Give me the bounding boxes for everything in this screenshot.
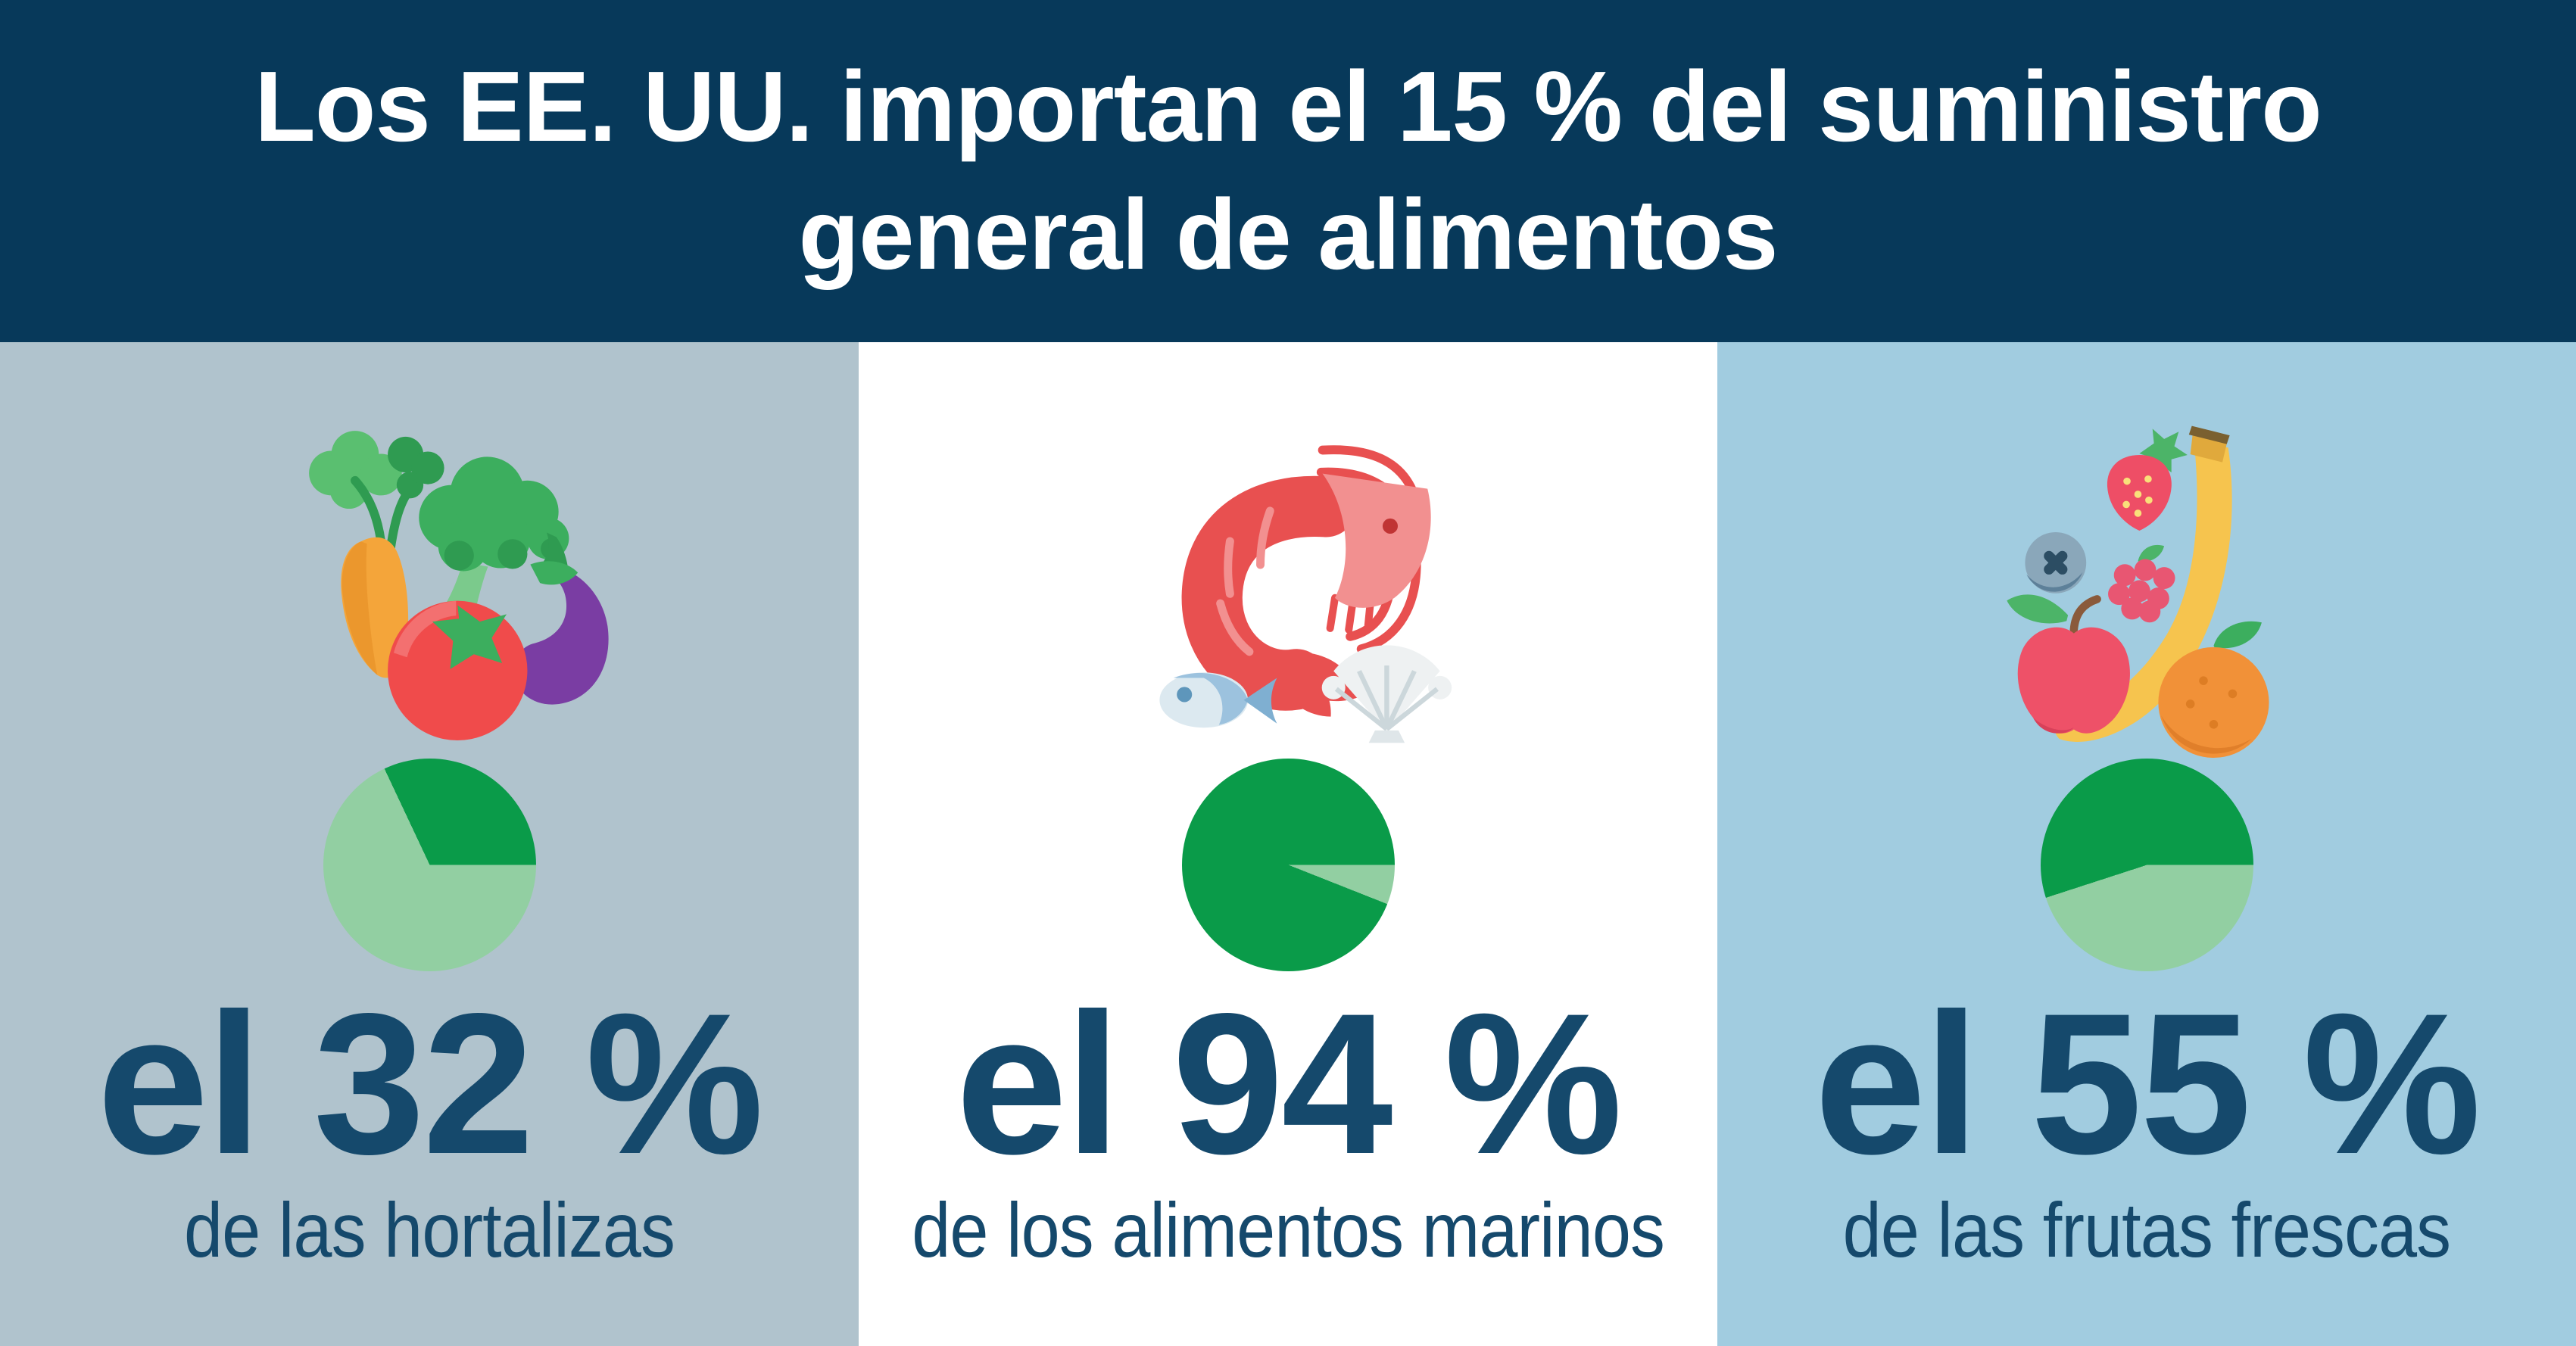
- fish: [1159, 672, 1277, 728]
- percent-value-hortalizas: el 32 %: [97, 972, 764, 1196]
- pie-chart-hortalizas: [323, 759, 536, 971]
- page-title: Los EE. UU. importan el 15 % del suminis…: [254, 43, 2322, 299]
- stat-columns: el 32 % de las hortalizas: [0, 342, 2576, 1346]
- column-alimentos-marinos: el 94 % de los alimentos marinos: [859, 342, 1717, 1346]
- caption-hortalizas: de las hortalizas: [183, 1187, 675, 1273]
- strawberry: [2107, 428, 2188, 531]
- column-frutas-frescas: el 55 % de las frutas frescas: [1717, 342, 2576, 1346]
- fruits-icon: [1935, 418, 2359, 759]
- header-banner: Los EE. UU. importan el 15 % del suminis…: [0, 0, 2576, 342]
- caption-frutas-frescas: de las frutas frescas: [1842, 1187, 2451, 1273]
- page-title-line2: general de alimentos: [798, 179, 1778, 290]
- percent-value-alimentos-marinos: el 94 %: [956, 972, 1623, 1196]
- seafood-icon: [1076, 418, 1500, 759]
- percent-value-frutas-frescas: el 55 %: [1814, 972, 2481, 1196]
- page-title-line1: Los EE. UU. importan el 15 % del suminis…: [254, 51, 2322, 163]
- pie-chart-alimentos-marinos: [1181, 759, 1395, 971]
- caption-alimentos-marinos: de los alimentos marinos: [912, 1187, 1665, 1273]
- scallop-shell: [1321, 645, 1452, 743]
- blueberry: [2025, 531, 2087, 594]
- apple: [2007, 594, 2130, 734]
- vegetables-icon: [217, 418, 641, 759]
- raspberry: [2108, 544, 2175, 623]
- pie-chart-frutas-frescas: [2040, 759, 2253, 971]
- column-hortalizas: el 32 % de las hortalizas: [0, 342, 859, 1346]
- orange: [2158, 621, 2269, 759]
